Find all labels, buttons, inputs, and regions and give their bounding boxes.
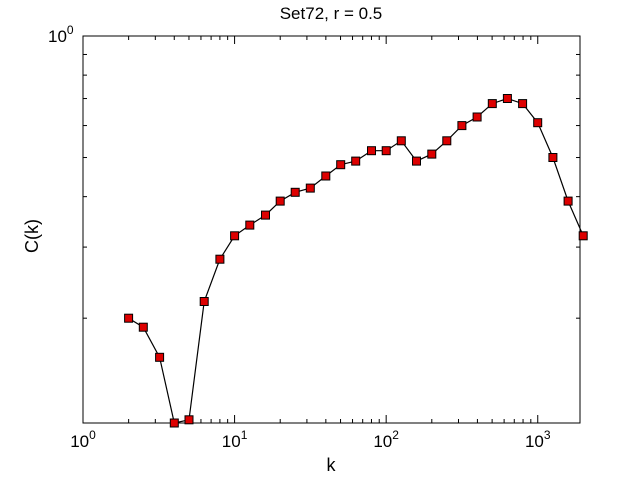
data-point bbox=[275, 196, 285, 206]
y-tick-label: 100 bbox=[48, 23, 74, 46]
y-axis-label: C(k) bbox=[22, 219, 42, 253]
data-point bbox=[472, 112, 482, 122]
x-tick-label-base: 10 bbox=[70, 432, 89, 451]
x-tick-label-exp: 0 bbox=[89, 428, 96, 442]
x-tick-label-base: 10 bbox=[525, 432, 544, 451]
data-point bbox=[336, 160, 346, 170]
series-markers bbox=[124, 94, 588, 428]
data-point bbox=[396, 136, 406, 146]
data-point bbox=[457, 121, 467, 131]
y-tick-label-exp: 0 bbox=[67, 23, 74, 37]
x-tick-label-exp: 3 bbox=[544, 428, 551, 442]
x-tick-label-exp: 1 bbox=[241, 428, 248, 442]
x-tick-label-base: 10 bbox=[373, 432, 392, 451]
x-tick-label: 101 bbox=[222, 428, 248, 451]
x-tick-label: 100 bbox=[70, 428, 96, 451]
y-tick-label-base: 10 bbox=[48, 27, 67, 46]
data-point bbox=[138, 322, 148, 332]
x-tick-label: 102 bbox=[373, 428, 399, 451]
data-point bbox=[412, 156, 421, 166]
x-tick-label: 103 bbox=[525, 428, 551, 451]
data-point bbox=[124, 313, 134, 323]
data-point bbox=[305, 183, 315, 193]
data-point bbox=[199, 297, 209, 306]
data-point bbox=[533, 118, 543, 128]
data-point bbox=[169, 418, 179, 428]
x-tick-label-exp: 2 bbox=[392, 428, 399, 442]
data-point bbox=[518, 99, 528, 109]
data-point bbox=[351, 156, 361, 166]
data-point bbox=[321, 171, 331, 181]
data-point bbox=[548, 153, 558, 162]
data-point bbox=[184, 415, 194, 425]
chart-title: Set72, r = 0.5 bbox=[280, 4, 383, 23]
data-point bbox=[230, 231, 240, 241]
data-point bbox=[442, 136, 452, 146]
data-point bbox=[245, 220, 255, 230]
plot-area bbox=[82, 35, 581, 424]
data-point bbox=[381, 146, 391, 156]
data-point bbox=[578, 231, 588, 241]
data-point bbox=[487, 99, 497, 109]
data-point bbox=[563, 196, 573, 206]
data-point bbox=[290, 187, 300, 197]
x-axis-label: k bbox=[327, 455, 337, 475]
data-point bbox=[261, 210, 270, 220]
x-tick-label-base: 10 bbox=[222, 432, 241, 451]
data-point bbox=[155, 352, 165, 362]
data-point bbox=[502, 94, 512, 103]
data-point bbox=[367, 146, 376, 156]
data-point bbox=[427, 149, 437, 159]
data-point bbox=[215, 254, 225, 264]
